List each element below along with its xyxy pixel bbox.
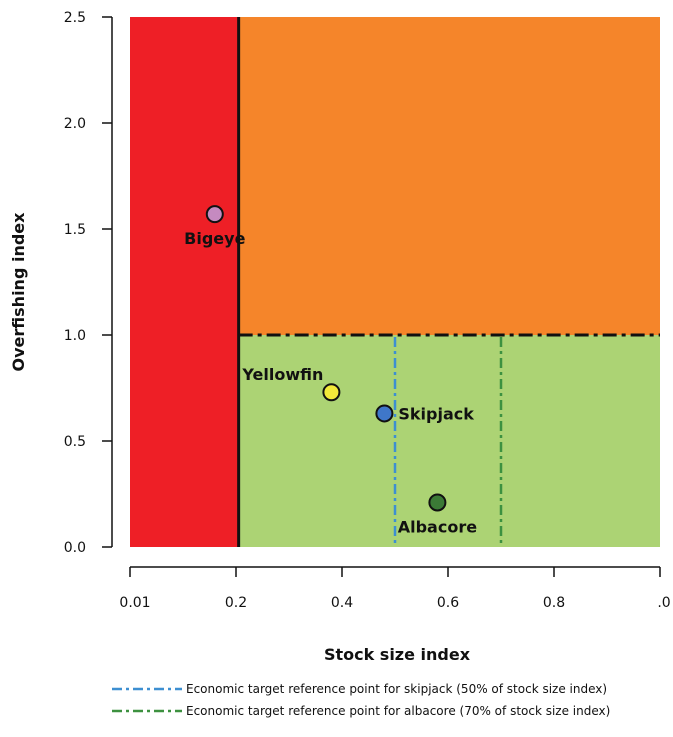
point-label-yellowfin: Yellowfin bbox=[241, 365, 323, 384]
x-axis-title: Stock size index bbox=[324, 645, 471, 664]
region-healthy bbox=[238, 335, 660, 547]
point-label-bigeye: Bigeye bbox=[184, 229, 245, 248]
reference-lines bbox=[393, 337, 503, 547]
x-axis: 0.01 0.2 0.4 0.6 0.8 .0 bbox=[119, 566, 671, 611]
point-label-skipjack: Skipjack bbox=[398, 404, 474, 423]
x-tick-label: 0.6 bbox=[437, 595, 459, 611]
x-tick-label: 0.4 bbox=[331, 595, 353, 611]
status-regions bbox=[130, 17, 660, 547]
x-tick-label: .0 bbox=[657, 595, 670, 611]
region-overfished bbox=[130, 17, 239, 547]
y-tick-label: 1.5 bbox=[64, 222, 86, 238]
limit-lines bbox=[237, 17, 660, 547]
legend: Economic target reference point for skip… bbox=[112, 682, 610, 718]
point-bigeye bbox=[205, 205, 224, 224]
y-tick-label: 2.0 bbox=[64, 116, 86, 132]
y-tick-label: 0.0 bbox=[64, 540, 86, 556]
y-tick-label: 2.5 bbox=[64, 10, 86, 26]
x-tick-label: 0.2 bbox=[225, 595, 247, 611]
region-overfishing bbox=[238, 17, 660, 335]
y-tick-label: 0.5 bbox=[64, 434, 86, 450]
x-tick-label: 0.01 bbox=[119, 595, 150, 611]
y-axis: 0.0 0.5 1.0 1.5 2.0 2.5 bbox=[64, 10, 113, 556]
y-tick-label: 1.0 bbox=[64, 328, 86, 344]
point-yellowfin bbox=[322, 383, 341, 402]
y-axis-title: Overfishing index bbox=[9, 212, 28, 372]
point-skipjack bbox=[375, 404, 394, 423]
data-points: Bigeye Yellowfin Skipjack Albacore bbox=[184, 205, 477, 536]
legend-label-0: Economic target reference point for skip… bbox=[186, 682, 607, 696]
point-albacore bbox=[428, 493, 447, 512]
legend-label-1: Economic target reference point for alba… bbox=[186, 704, 610, 718]
point-label-albacore: Albacore bbox=[398, 517, 477, 536]
x-tick-label: 0.8 bbox=[543, 595, 565, 611]
